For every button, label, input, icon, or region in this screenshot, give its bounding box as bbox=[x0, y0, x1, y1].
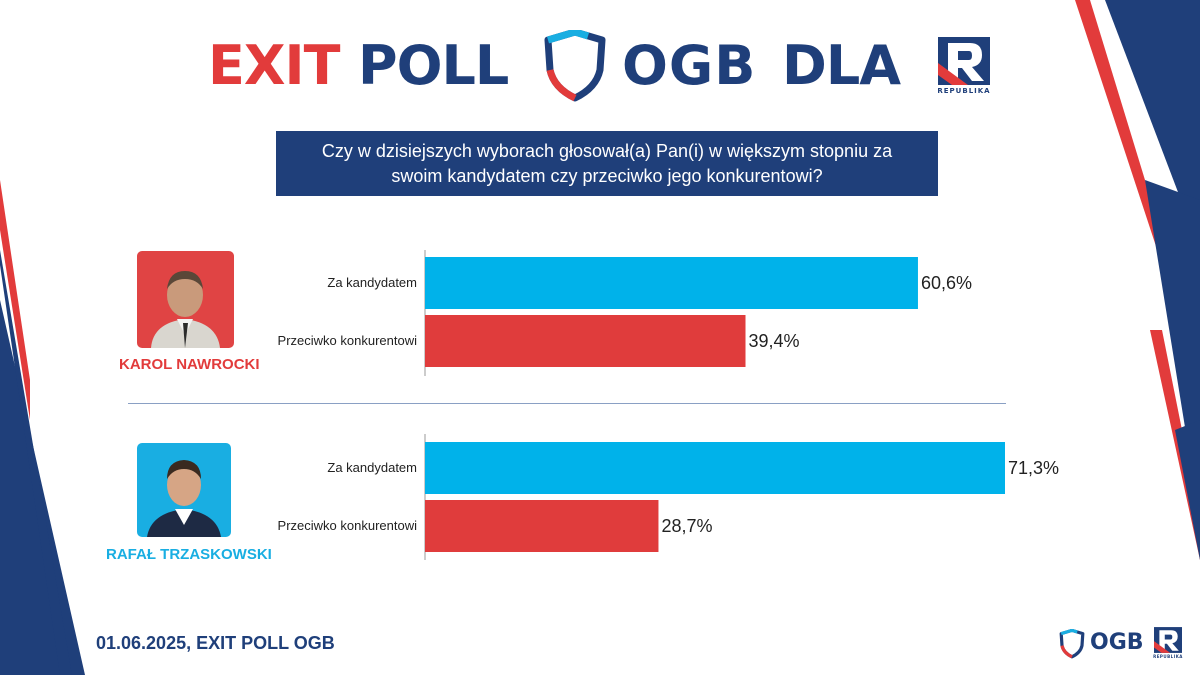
person-silhouette-icon bbox=[151, 271, 220, 348]
question-box: Czy w dzisiejszych wyborach głosował(a) … bbox=[276, 131, 938, 196]
right-navy-stripe-bottom bbox=[1175, 420, 1200, 560]
footer-ogb-label: OGB bbox=[1090, 630, 1144, 655]
bar-0-0 bbox=[425, 257, 918, 309]
republika-logo: REPUBLIKA bbox=[936, 37, 992, 97]
bar-1-1 bbox=[425, 500, 659, 552]
category-label: Za kandydatem bbox=[327, 460, 417, 475]
candidate-name-trzaskowski: RAFAŁ TRZASKOWSKI bbox=[106, 546, 272, 563]
republika-r-icon bbox=[938, 37, 990, 85]
right-navy-stripe-top bbox=[1105, 0, 1200, 250]
candidate-photo-nawrocki bbox=[137, 251, 234, 348]
header-poll-word: POLL bbox=[358, 34, 509, 97]
candidate-photo-trzaskowski bbox=[137, 443, 231, 537]
data-label: 71,3% bbox=[1008, 458, 1059, 478]
data-label: 28,7% bbox=[661, 516, 712, 536]
footer-republika-caption: REPUBLIKA bbox=[1153, 654, 1183, 659]
question-line-1: Czy w dzisiejszych wyborach głosował(a) … bbox=[321, 140, 893, 161]
bar-1-0 bbox=[425, 442, 1005, 494]
question-line-2: swoim kandydatem czy przeciwko jego konk… bbox=[391, 165, 823, 186]
header: EXIT POLL OGB DLA REPUBLIKA bbox=[0, 28, 1200, 108]
footer-date-source: 01.06.2025, EXIT POLL OGB bbox=[96, 633, 335, 653]
candidate-name-nawrocki: KAROL NAWROCKI bbox=[119, 356, 260, 373]
republika-r-icon bbox=[1154, 627, 1182, 653]
data-label: 60,6% bbox=[921, 273, 972, 293]
category-label: Przeciwko konkurentowi bbox=[278, 518, 418, 533]
ogb-shield-icon bbox=[544, 30, 606, 102]
category-label: Za kandydatem bbox=[327, 275, 417, 290]
ogb-shield-icon bbox=[1059, 629, 1085, 659]
left-thin-navy-stripe bbox=[0, 250, 72, 675]
header-dla-word: DLA bbox=[782, 34, 901, 97]
footer-logos: OGB REPUBLIKA bbox=[1058, 627, 1188, 661]
left-red-stripe bbox=[0, 180, 30, 420]
bar-0-1 bbox=[425, 315, 746, 367]
section-divider bbox=[128, 403, 1006, 404]
header-ogb-word: OGB bbox=[622, 34, 757, 97]
category-label: Przeciwko konkurentowi bbox=[278, 333, 418, 348]
right-red-stripe-bottom bbox=[1150, 330, 1200, 560]
data-label: 39,4% bbox=[749, 331, 800, 351]
person-silhouette-icon bbox=[147, 460, 221, 537]
header-exit-word: EXIT bbox=[208, 34, 340, 97]
republika-caption: REPUBLIKA bbox=[937, 87, 991, 95]
